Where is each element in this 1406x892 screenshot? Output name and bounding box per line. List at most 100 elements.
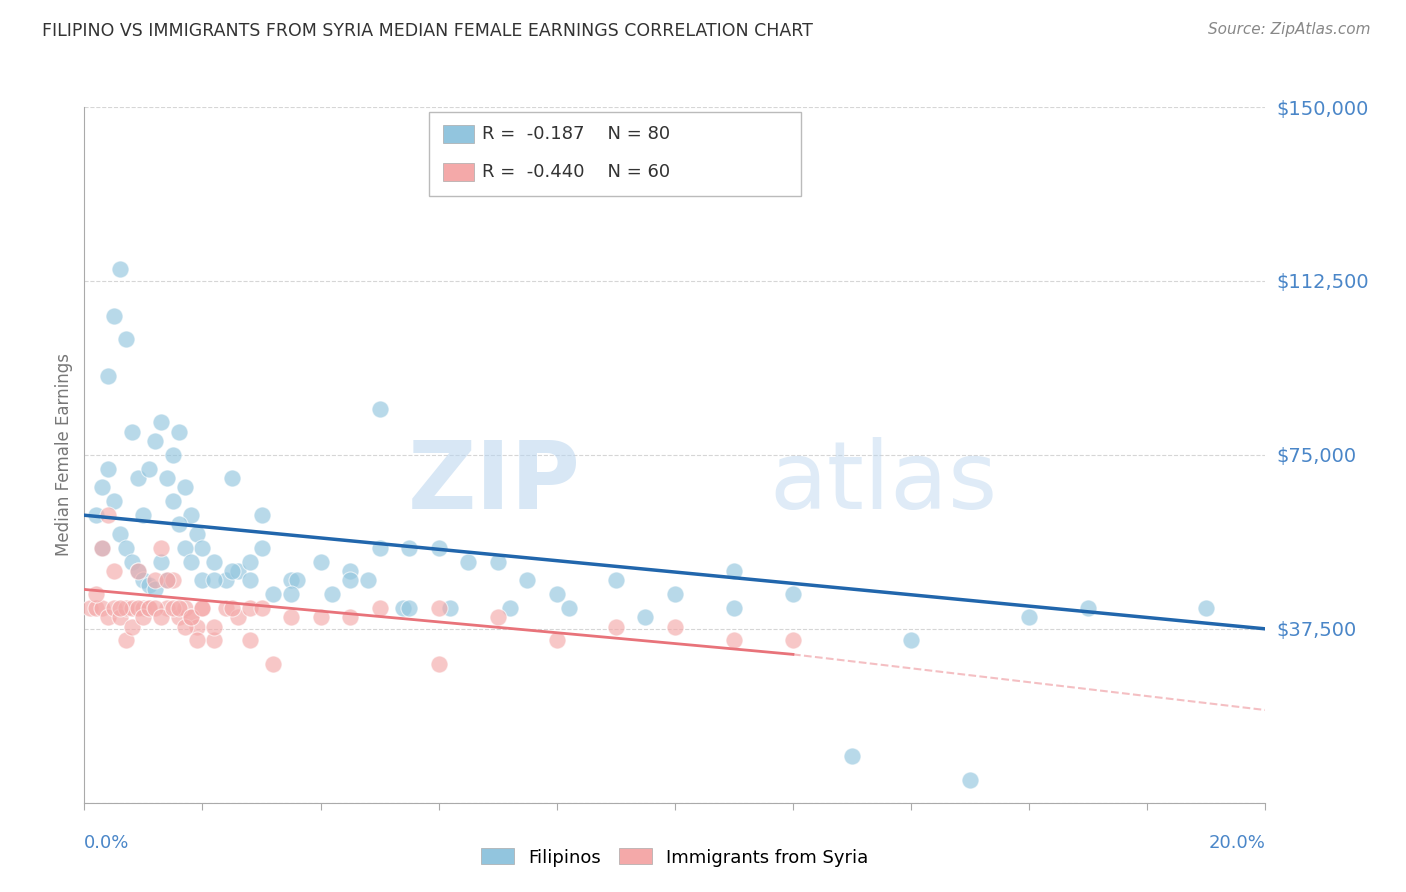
Point <box>202 555 225 569</box>
Point <box>84 587 107 601</box>
Point <box>156 573 179 587</box>
Point <box>516 573 538 587</box>
Point <box>398 541 420 555</box>
Point <box>127 564 149 578</box>
Point <box>91 480 114 494</box>
Point <box>186 526 208 541</box>
Point <box>180 610 202 624</box>
Point <box>91 541 114 555</box>
Point <box>262 587 284 601</box>
Point <box>143 434 166 448</box>
Point <box>280 610 302 624</box>
Point <box>309 610 332 624</box>
Point <box>250 508 273 523</box>
Point <box>173 601 195 615</box>
Point <box>162 573 184 587</box>
Point <box>191 541 214 555</box>
Point <box>180 508 202 523</box>
Point <box>108 601 131 615</box>
Point <box>202 619 225 633</box>
Point <box>392 601 415 615</box>
Point <box>167 425 190 439</box>
Text: Source: ZipAtlas.com: Source: ZipAtlas.com <box>1208 22 1371 37</box>
Point <box>173 619 195 633</box>
Point <box>215 601 238 615</box>
Point <box>723 564 745 578</box>
Point <box>162 601 184 615</box>
Point <box>150 610 173 624</box>
Point <box>108 526 131 541</box>
Point <box>114 541 136 555</box>
Point <box>114 332 136 346</box>
Point <box>368 541 391 555</box>
Point <box>162 494 184 508</box>
Legend: Filipinos, Immigrants from Syria: Filipinos, Immigrants from Syria <box>474 841 876 874</box>
Point <box>546 587 568 601</box>
Point <box>108 610 131 624</box>
Point <box>250 541 273 555</box>
Y-axis label: Median Female Earnings: Median Female Earnings <box>55 353 73 557</box>
Point <box>167 601 190 615</box>
Point <box>103 309 125 323</box>
Point <box>202 633 225 648</box>
Point <box>427 601 450 615</box>
Point <box>138 578 160 592</box>
Point <box>959 772 981 787</box>
Text: R =  -0.187    N = 80: R = -0.187 N = 80 <box>482 125 671 143</box>
Point <box>127 471 149 485</box>
Point <box>79 601 101 615</box>
Point <box>339 573 361 587</box>
Point <box>221 601 243 615</box>
Point <box>723 601 745 615</box>
Point <box>150 541 173 555</box>
Point <box>215 573 238 587</box>
Point <box>143 582 166 597</box>
Point <box>368 401 391 416</box>
Point <box>723 633 745 648</box>
Point <box>239 601 262 615</box>
Point <box>782 633 804 648</box>
Point <box>339 564 361 578</box>
Point <box>173 541 195 555</box>
Point <box>309 555 332 569</box>
Point <box>664 619 686 633</box>
Point <box>132 610 155 624</box>
Point <box>321 587 343 601</box>
Point <box>664 587 686 601</box>
Point <box>150 416 173 430</box>
Point <box>103 494 125 508</box>
Point <box>167 517 190 532</box>
Point <box>191 601 214 615</box>
Point <box>498 601 520 615</box>
Point <box>439 601 461 615</box>
Point <box>250 601 273 615</box>
Point <box>262 657 284 671</box>
Point <box>427 657 450 671</box>
Text: 0.0%: 0.0% <box>84 834 129 852</box>
Point <box>457 555 479 569</box>
Point <box>103 564 125 578</box>
Point <box>368 601 391 615</box>
Point <box>121 619 143 633</box>
Point <box>127 564 149 578</box>
Point <box>167 610 190 624</box>
Point <box>97 462 120 476</box>
Point <box>634 610 657 624</box>
Point <box>156 601 179 615</box>
Text: R =  -0.440    N = 60: R = -0.440 N = 60 <box>482 163 671 181</box>
Point <box>239 633 262 648</box>
Point <box>108 262 131 277</box>
Point <box>186 633 208 648</box>
Point <box>156 573 179 587</box>
Point <box>162 448 184 462</box>
Point <box>427 541 450 555</box>
Point <box>1195 601 1218 615</box>
Point <box>156 471 179 485</box>
Point <box>143 573 166 587</box>
Point <box>138 462 160 476</box>
Point <box>138 601 160 615</box>
Point <box>226 564 249 578</box>
Point <box>546 633 568 648</box>
Point <box>221 564 243 578</box>
Point <box>226 610 249 624</box>
